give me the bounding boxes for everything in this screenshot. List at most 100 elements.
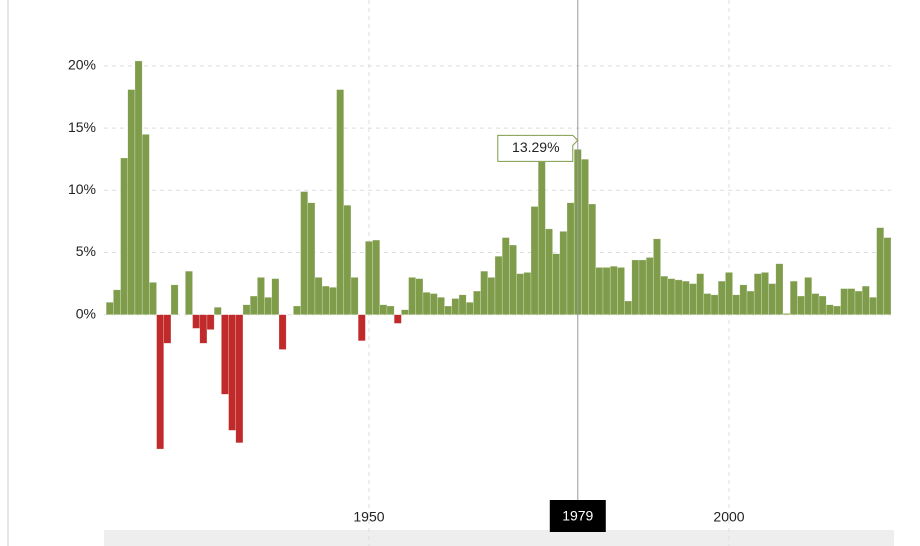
bar [350, 277, 359, 315]
bar [163, 314, 172, 344]
bar [653, 238, 661, 315]
bar [357, 314, 366, 342]
bar [631, 259, 640, 315]
bar [401, 309, 409, 315]
bar [329, 287, 337, 315]
bar [321, 285, 330, 315]
bar [149, 282, 157, 315]
bar [271, 278, 280, 315]
y-tick-label: 10% [68, 181, 96, 197]
bar [444, 305, 453, 315]
bar [429, 293, 438, 315]
bar [689, 283, 697, 315]
bar [458, 294, 467, 315]
bar [206, 314, 215, 330]
bar [501, 237, 510, 315]
bar [242, 304, 251, 315]
bar [833, 305, 841, 315]
bars [105, 60, 892, 450]
bar [372, 239, 381, 315]
bar [509, 244, 517, 315]
bar [465, 302, 474, 315]
bar [365, 241, 373, 315]
x-highlight-box [549, 500, 606, 532]
bar [307, 202, 316, 315]
bar [638, 259, 647, 315]
bar [393, 314, 402, 324]
bar [768, 283, 777, 315]
bar [235, 314, 244, 444]
bar [811, 293, 820, 315]
bar [876, 227, 885, 315]
bar [185, 270, 193, 315]
bar [696, 273, 705, 315]
bar [566, 202, 575, 315]
bar [545, 228, 553, 315]
bar [717, 280, 726, 315]
bar [257, 277, 265, 315]
bar [854, 290, 863, 315]
bar [761, 272, 769, 315]
bar [113, 289, 121, 315]
bar [703, 293, 712, 315]
x-highlight-label: 1979 [562, 508, 593, 524]
bar [473, 290, 481, 315]
tooltip-box [497, 134, 579, 162]
bar [422, 292, 431, 315]
x-tick-label: 1950 [353, 509, 384, 525]
bar [681, 280, 690, 315]
bar [804, 277, 813, 315]
bar [861, 285, 870, 315]
bar [120, 157, 129, 315]
bar [645, 257, 654, 315]
bar [480, 270, 489, 315]
bar [624, 300, 633, 315]
bar [797, 295, 805, 315]
bar [336, 89, 345, 315]
bar [732, 294, 741, 315]
bar [537, 161, 546, 315]
bar [581, 158, 589, 315]
bar [141, 134, 150, 315]
bar [674, 279, 683, 315]
x-tick-label: 2000 [713, 509, 744, 525]
bar [156, 314, 165, 450]
bar [825, 304, 834, 315]
bar [408, 277, 417, 315]
tooltip-label: 13.29% [512, 139, 559, 155]
bar [753, 273, 762, 315]
bar [264, 297, 273, 315]
bar [494, 255, 503, 315]
bar [617, 267, 625, 315]
y-tick-label: 5% [76, 243, 96, 259]
bar [379, 304, 388, 315]
bar [530, 206, 539, 315]
bar [725, 272, 733, 315]
bar [105, 302, 114, 315]
bar [437, 297, 445, 315]
bar [199, 314, 208, 344]
bar [293, 305, 301, 315]
bar [609, 265, 618, 315]
bar [588, 203, 597, 315]
bar [552, 253, 561, 315]
bar [746, 290, 755, 315]
bar [415, 278, 424, 315]
bar [192, 314, 201, 329]
y-tick-label: 20% [68, 57, 96, 73]
bar [487, 277, 496, 315]
bar [221, 314, 229, 395]
bar [595, 267, 604, 315]
bar [789, 280, 798, 315]
bar [710, 294, 719, 315]
bar [314, 277, 323, 315]
bar [451, 298, 460, 315]
bar [840, 288, 849, 315]
bar [228, 314, 237, 431]
bar [869, 297, 877, 315]
bar [249, 295, 258, 315]
bar [278, 314, 287, 350]
scrollbar[interactable] [104, 530, 894, 546]
bar [213, 306, 222, 315]
